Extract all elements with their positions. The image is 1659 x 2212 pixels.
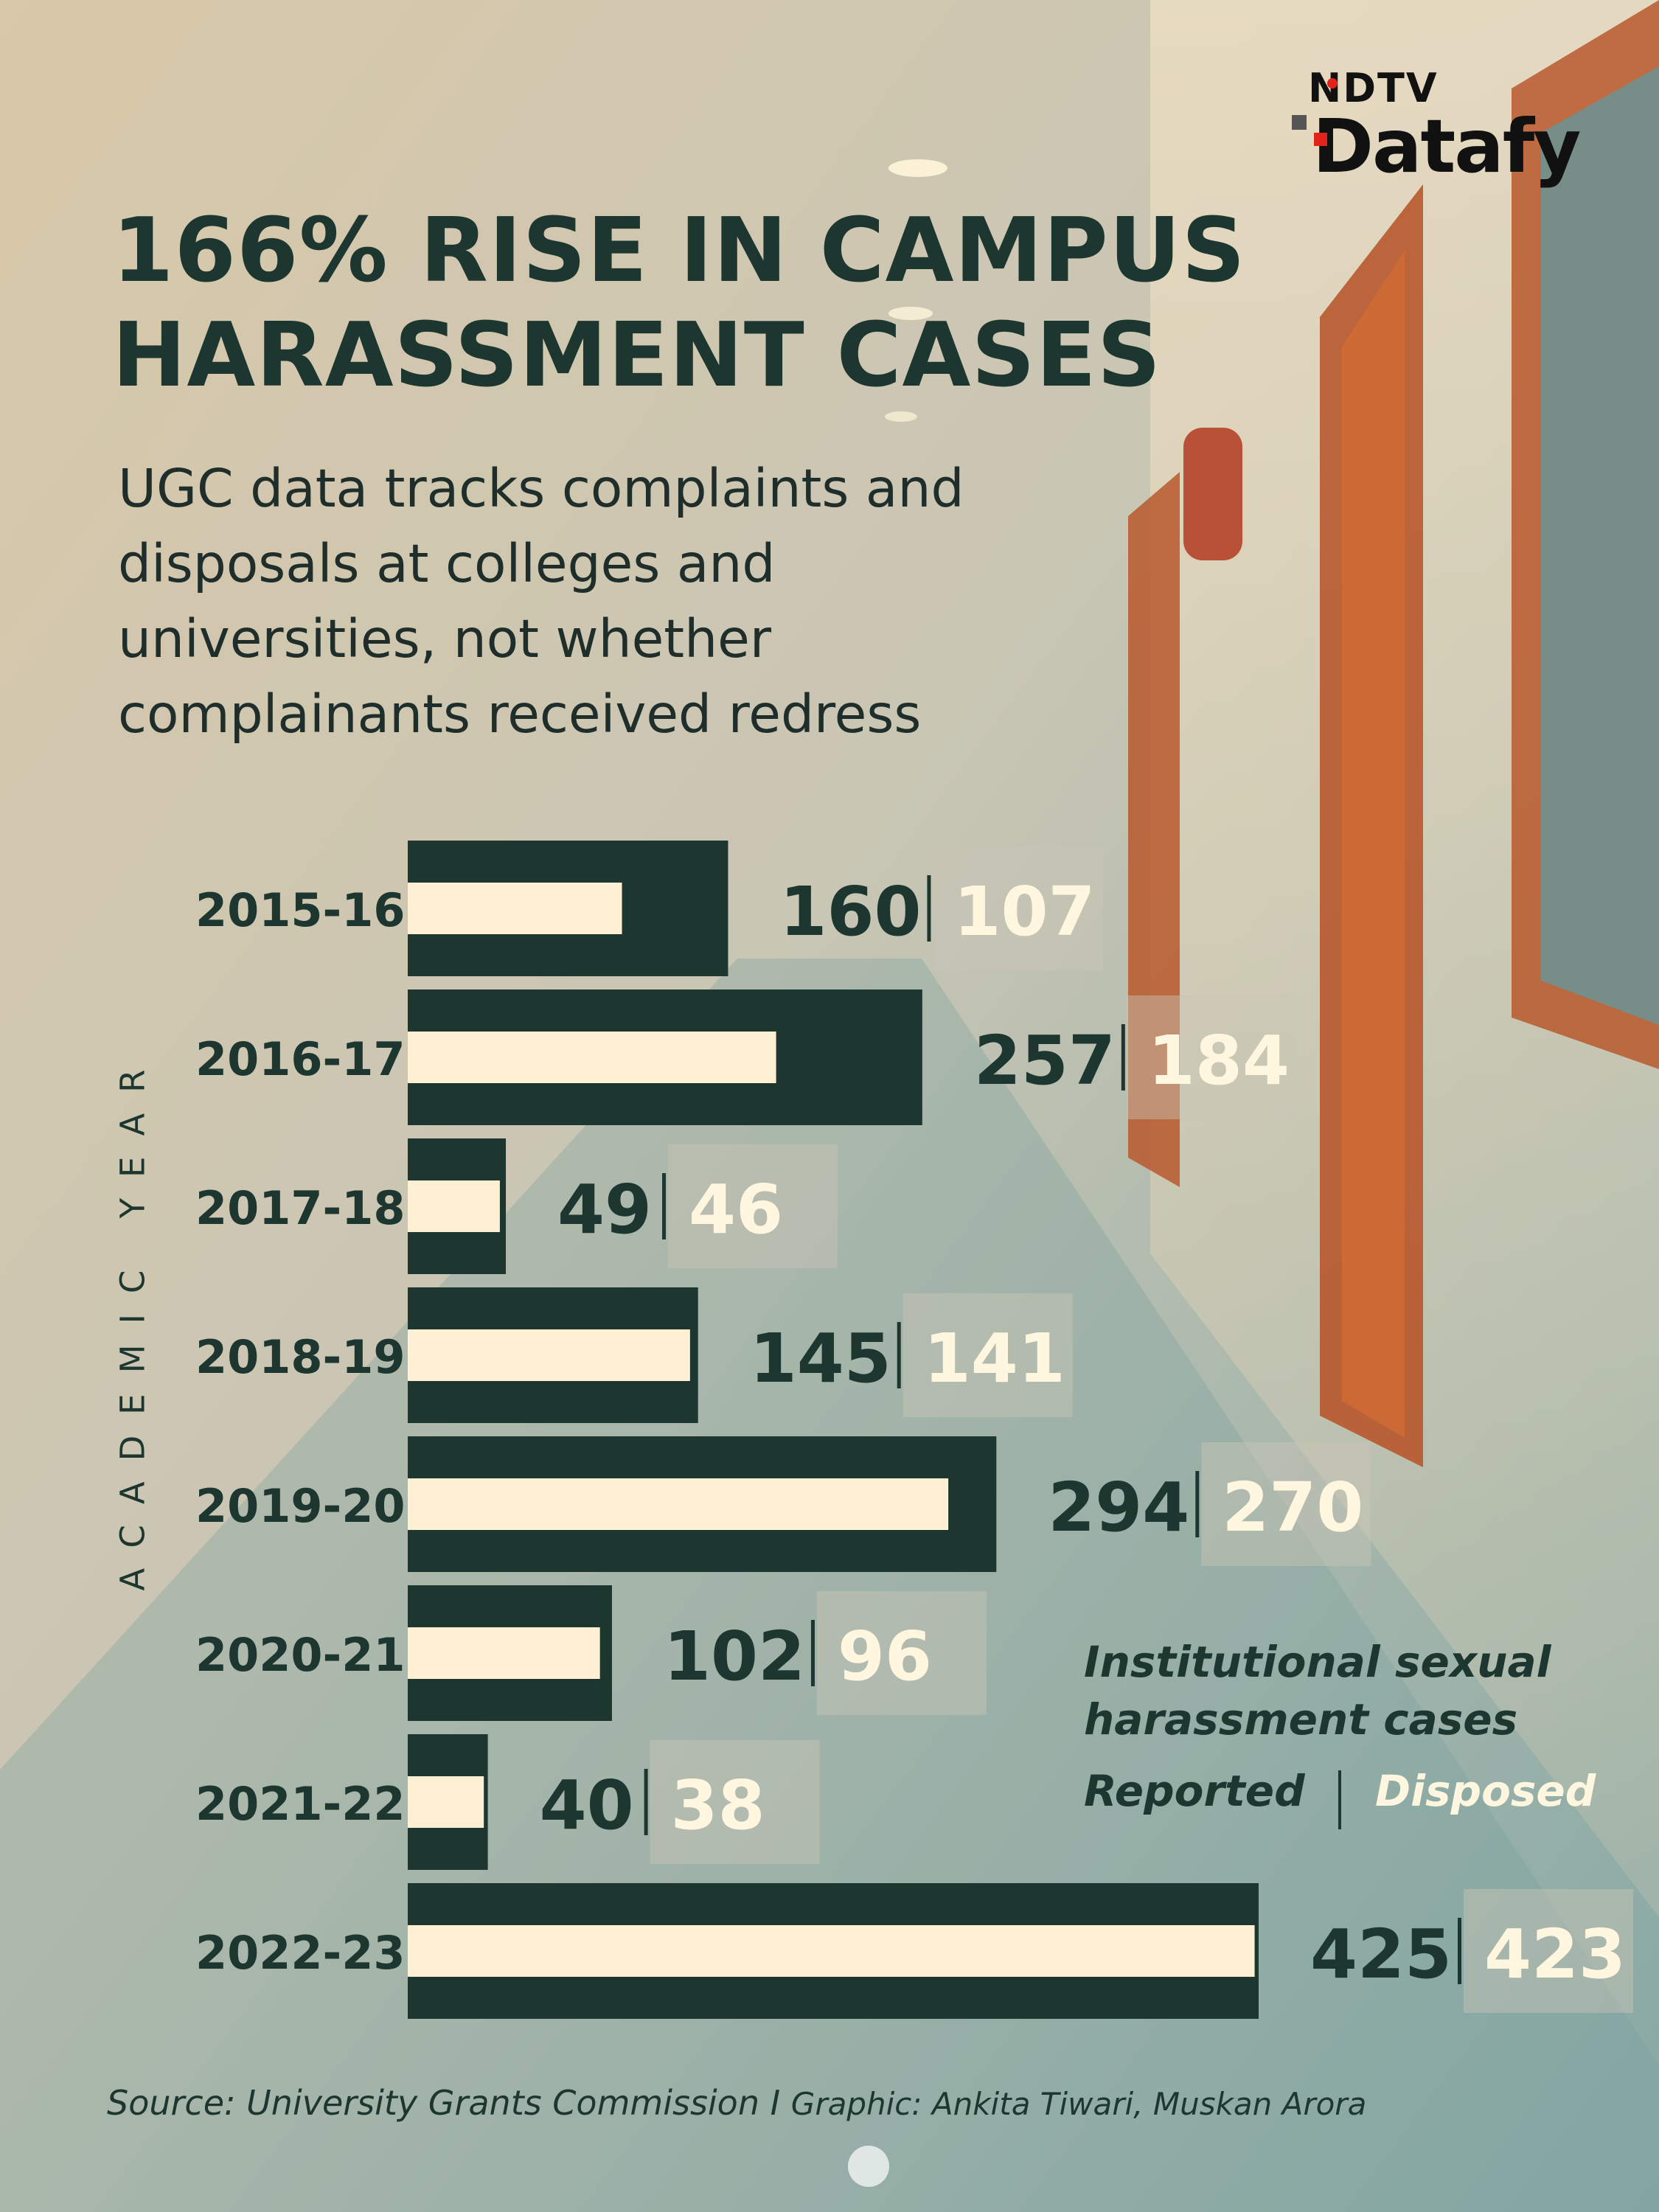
logo-red-dot bbox=[1327, 78, 1338, 88]
data-label-separator bbox=[662, 1173, 667, 1239]
data-label-reported: 257 bbox=[974, 1021, 1116, 1100]
legend-separator bbox=[1338, 1770, 1341, 1829]
y-tick-label: 2021-22 bbox=[195, 1777, 406, 1831]
y-tick-label: 2015-16 bbox=[195, 883, 406, 937]
data-label-disposed: 38 bbox=[671, 1766, 765, 1845]
y-tick-label: 2016-17 bbox=[195, 1032, 406, 1086]
data-label-disposed: 270 bbox=[1222, 1468, 1363, 1547]
chart-title: 166% RISE IN CAMPUS HARASSMENT CASES bbox=[112, 200, 1246, 407]
chart-subtitle: UGC data tracks complaints and disposals… bbox=[118, 458, 964, 745]
legend-title: Institutional sexual harassment cases bbox=[1084, 1637, 1551, 1745]
y-tick-label: 2020-21 bbox=[195, 1628, 406, 1682]
data-label-disposed: 141 bbox=[924, 1319, 1065, 1398]
bar-disposed-2015-16 bbox=[408, 883, 622, 934]
bar-disposed-2022-23 bbox=[408, 1925, 1255, 1977]
data-label-disposed: 184 bbox=[1148, 1021, 1290, 1100]
legend-disposed: Disposed bbox=[1375, 1766, 1596, 1816]
data-label-disposed: 107 bbox=[953, 872, 1095, 951]
logo-datafy-text: Datafy bbox=[1312, 103, 1581, 189]
data-label-separator bbox=[810, 1620, 815, 1686]
data-label-disposed: 46 bbox=[689, 1170, 783, 1249]
bar-disposed-2016-17 bbox=[408, 1032, 776, 1083]
ndtv-datafy-logo: NDTV Datafy bbox=[1292, 65, 1632, 198]
data-label-disposed: 423 bbox=[1484, 1915, 1626, 1994]
source-note: Source: University Grants Commission I G… bbox=[107, 2083, 1545, 2123]
disposed-label-box bbox=[1464, 1889, 1633, 2013]
data-label-separator bbox=[897, 1322, 901, 1388]
data-label-reported: 49 bbox=[557, 1170, 652, 1249]
data-label-reported: 294 bbox=[1048, 1468, 1189, 1547]
graphic-credit: Graphic: Ankita Tiwari, Muskan Arora bbox=[790, 2086, 1367, 2122]
bar-disposed-2017-18 bbox=[408, 1180, 500, 1232]
logo-red-square bbox=[1314, 133, 1327, 146]
logo-grey-square bbox=[1292, 115, 1307, 130]
logo-ndtv-text: NDTV bbox=[1308, 65, 1439, 111]
data-label-separator bbox=[644, 1769, 648, 1835]
data-label-reported: 102 bbox=[664, 1617, 805, 1696]
disposed-label-box bbox=[1201, 1442, 1371, 1566]
disposed-label-box bbox=[650, 1740, 820, 1864]
disposed-label-box bbox=[902, 1293, 1073, 1417]
bar-disposed-2020-21 bbox=[408, 1627, 600, 1679]
bar-disposed-2019-20 bbox=[408, 1478, 949, 1530]
disposed-label-box bbox=[668, 1144, 838, 1268]
legend-reported: Reported bbox=[1084, 1766, 1305, 1816]
data-label-separator bbox=[1458, 1918, 1461, 1984]
source-text: Source: University Grants Commission I bbox=[107, 2083, 781, 2123]
data-label-separator bbox=[1121, 1024, 1125, 1091]
disposed-label-box bbox=[933, 846, 1103, 970]
data-label-separator bbox=[927, 875, 931, 942]
data-label-reported: 145 bbox=[750, 1319, 891, 1398]
data-label-reported: 40 bbox=[540, 1766, 634, 1845]
data-label-separator bbox=[1195, 1471, 1200, 1537]
legend: Institutional sexual harassment cases Re… bbox=[1084, 1633, 1630, 1843]
disposed-label-box bbox=[1127, 995, 1297, 1119]
y-tick-label: 2018-19 bbox=[195, 1330, 406, 1384]
y-tick-label: 2022-23 bbox=[195, 1926, 406, 1980]
disposed-label-box bbox=[816, 1591, 987, 1715]
bar-disposed-2021-22 bbox=[408, 1776, 484, 1828]
data-label-reported: 425 bbox=[1310, 1915, 1452, 1994]
data-label-disposed: 96 bbox=[838, 1617, 932, 1696]
bar-disposed-2018-19 bbox=[408, 1329, 690, 1381]
y-tick-label: 2017-18 bbox=[195, 1181, 406, 1235]
y-tick-label: 2019-20 bbox=[195, 1479, 406, 1533]
data-label-reported: 160 bbox=[779, 872, 921, 951]
